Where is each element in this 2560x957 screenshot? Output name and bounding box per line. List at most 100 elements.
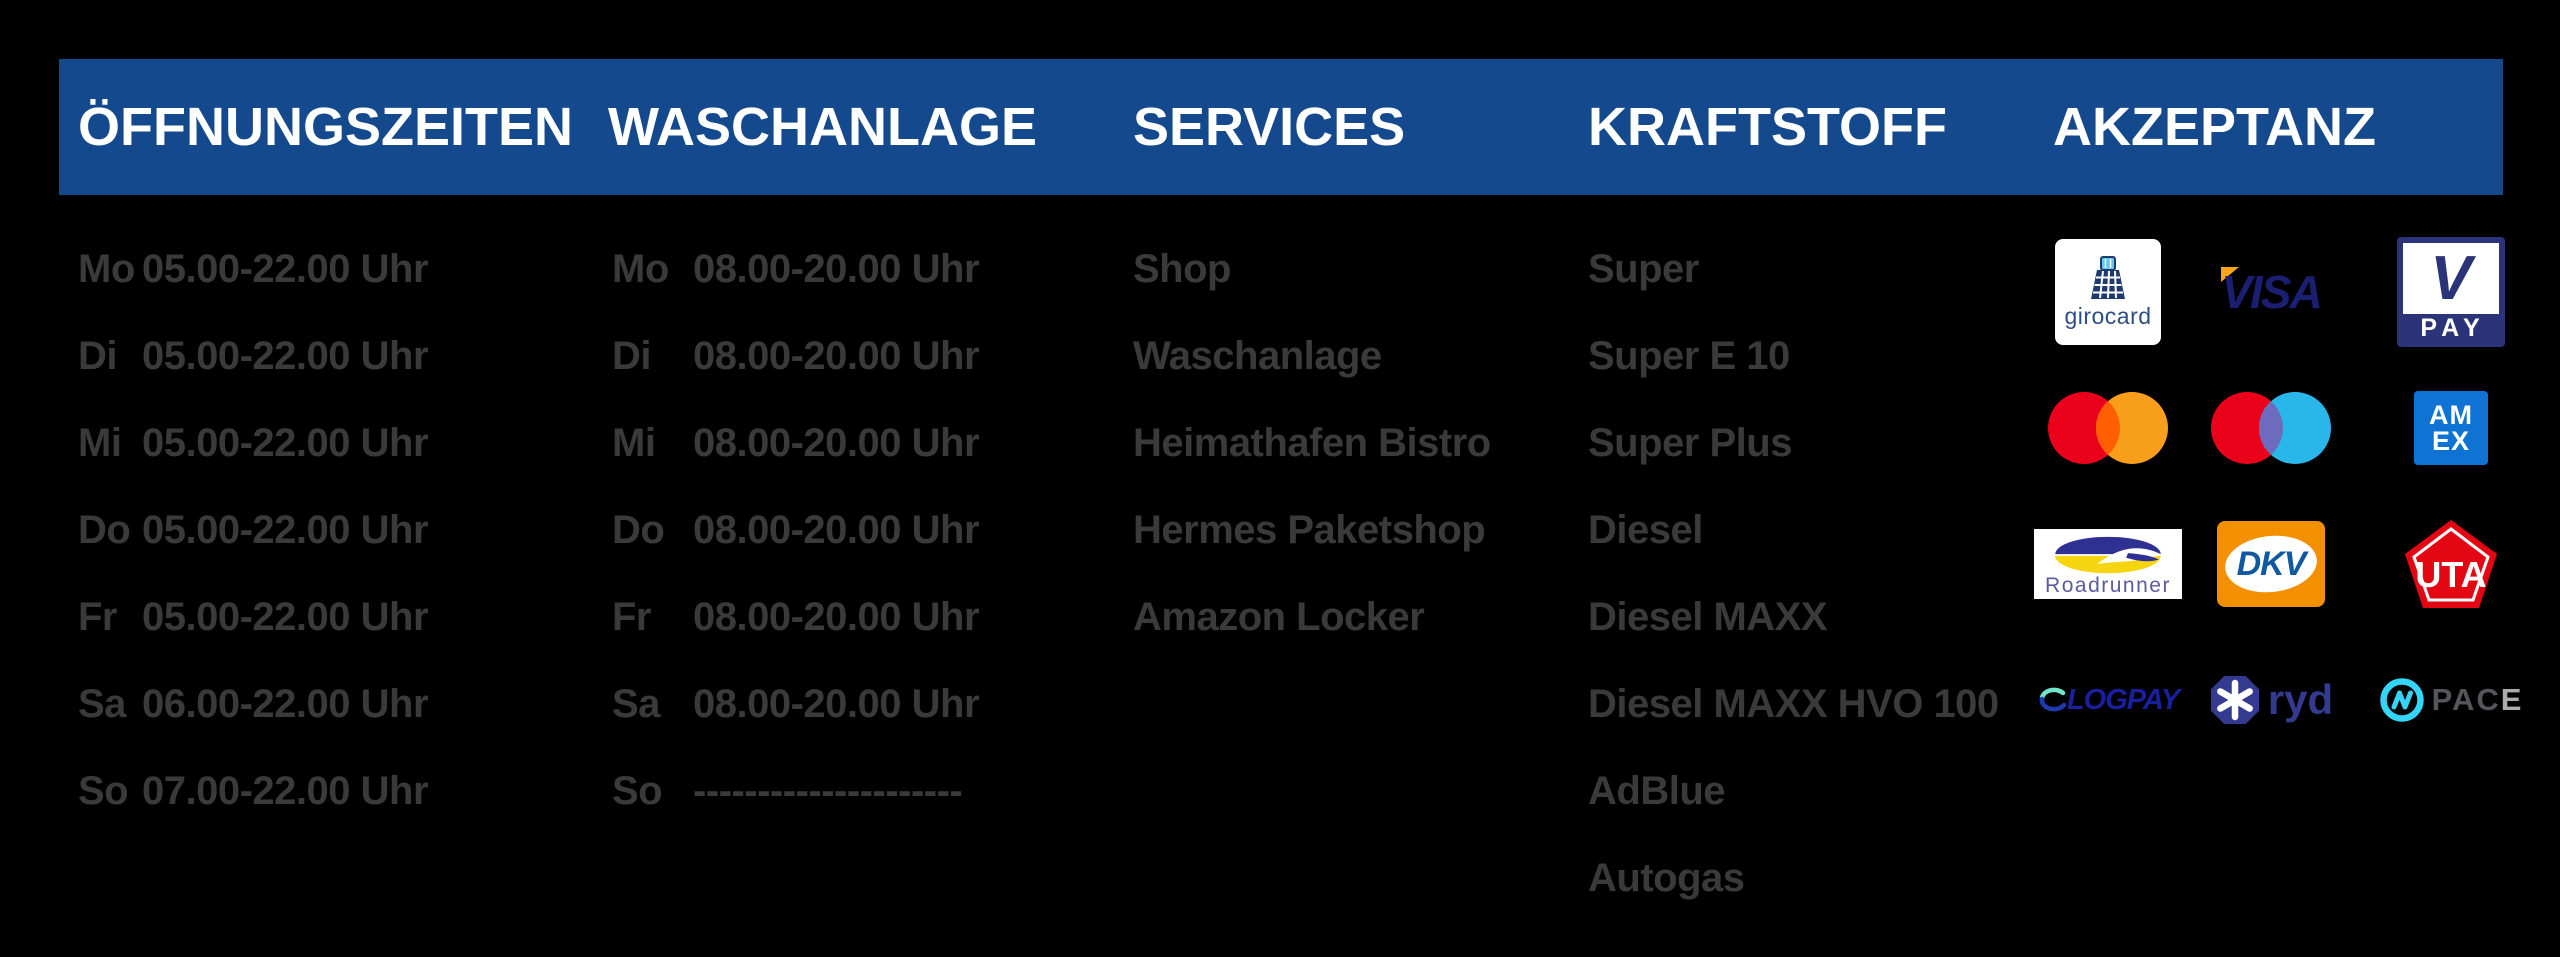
opening-hours-row: So 07.00-22.00 Uhr xyxy=(78,748,429,835)
service-item: Heimathafen Bistro xyxy=(1133,421,1491,465)
car-wash-row: Fr 08.00-20.00 Uhr xyxy=(612,574,980,661)
header-bar: ÖFFNUNGSZEITEN WASCHANLAGE SERVICES KRAF… xyxy=(59,59,2503,195)
opening-hours-row: Mo 05.00-22.00 Uhr xyxy=(78,226,429,313)
roadrunner-box: Roadrunner xyxy=(2034,529,2182,599)
logpay-swoosh-icon xyxy=(2039,687,2067,712)
roadrunner-logo: Roadrunner xyxy=(2030,496,2186,632)
maestro-circles-icon xyxy=(2211,392,2331,464)
day-label: Mi xyxy=(78,421,122,465)
service-item: Waschanlage xyxy=(1133,334,1382,378)
maestro-logo xyxy=(2193,360,2349,496)
time-value: 08.00-20.00 Uhr xyxy=(693,508,980,552)
day-label: Mi xyxy=(612,421,656,465)
roadrunner-bird-icon xyxy=(2055,536,2161,574)
column-title-opening-hours: ÖFFNUNGSZEITEN xyxy=(78,97,573,157)
service-item: Shop xyxy=(1133,247,1231,291)
mastercard-circles-icon xyxy=(2048,392,2168,464)
opening-hours-row: Mi 05.00-22.00 Uhr xyxy=(78,400,429,487)
fuel-item: Super xyxy=(1588,247,1699,291)
column-title-car-wash: WASCHANLAGE xyxy=(608,97,1037,157)
column-title-acceptance: AKZEPTANZ xyxy=(2053,97,2376,157)
car-wash-hours-list: Mo 08.00-20.00 Uhr Di 08.00-20.00 Uhr Mi 08… xyxy=(612,226,980,835)
pace-label: PACE xyxy=(2432,682,2524,718)
time-value: 08.00-20.00 Uhr xyxy=(693,682,980,726)
visa-wordmark: VISA xyxy=(2221,265,2323,319)
girocard-box: girocard xyxy=(2055,239,2161,345)
time-value: 07.00-22.00 Uhr xyxy=(142,769,429,813)
time-value dashes: --------------------- xyxy=(693,769,963,813)
ryd-label: ryd xyxy=(2267,676,2334,723)
vpay-pay-band: PAY xyxy=(2403,314,2499,343)
day-label: So xyxy=(78,769,129,813)
visa-logo: VISA xyxy=(2193,224,2349,360)
opening-hours-row: Fr 05.00-22.00 Uhr xyxy=(78,574,429,661)
column-title-services: SERVICES xyxy=(1133,97,1406,157)
girocard-label: girocard xyxy=(2064,302,2152,329)
amex-line2: EX xyxy=(2431,426,2471,456)
car-wash-row: Sa 08.00-20.00 Uhr xyxy=(612,661,980,748)
amex-square-icon: AM EX xyxy=(2414,391,2488,465)
day-label: Sa xyxy=(612,682,660,726)
opening-hours-row: Sa 06.00-22.00 Uhr xyxy=(78,661,429,748)
pace-ring-icon xyxy=(2379,678,2424,722)
visa-flick-icon xyxy=(2221,267,2240,282)
car-wash-row: Do 08.00-20.00 Uhr xyxy=(612,487,980,574)
logpay-wordmark: LOGPAY xyxy=(2037,683,2180,717)
day-label: Do xyxy=(78,508,131,552)
service-item: Amazon Locker xyxy=(1133,595,1425,639)
fuel-item: AdBlue xyxy=(1588,769,1725,813)
time-value: 06.00-22.00 Uhr xyxy=(142,682,429,726)
car-wash-row: Mo 08.00-20.00 Uhr xyxy=(612,226,980,313)
uta-pentagon-icon: UTA xyxy=(2405,520,2497,608)
fuel-item: Diesel xyxy=(1588,508,1703,552)
dkv-ellipse-icon: DKV xyxy=(2217,521,2325,607)
day-label: Mo xyxy=(78,247,135,291)
time-value: 08.00-20.00 Uhr xyxy=(693,334,980,378)
pace-label-last: E xyxy=(2500,682,2524,717)
vpay-card-icon: V PAY xyxy=(2397,237,2505,347)
ryd-wordmark: ryd xyxy=(2209,674,2333,726)
car-wash-row: Mi 08.00-20.00 Uhr xyxy=(612,400,980,487)
logpay-logo: LOGPAY xyxy=(2030,632,2186,768)
services-list: Shop Waschanlage Heimathafen Bistro Herm… xyxy=(1133,226,1491,661)
time-value: 05.00-22.00 Uhr xyxy=(142,595,429,639)
fuel-list: Super Super E 10 Super Plus Diesel Diese… xyxy=(1588,226,1999,922)
opening-hours-row: Di 05.00-22.00 Uhr xyxy=(78,313,429,400)
car-wash-row: Di 08.00-20.00 Uhr xyxy=(612,313,980,400)
column-title-fuel: KRAFTSTOFF xyxy=(1588,97,1947,157)
mastercard-logo xyxy=(2030,360,2186,496)
pace-logo: PACE xyxy=(2373,632,2529,768)
fuel-item: Diesel MAXX HVO 100 xyxy=(1588,682,1999,726)
visa-label: VISA xyxy=(2221,266,2322,318)
ryd-logo: ryd xyxy=(2193,632,2349,768)
day-label: Sa xyxy=(78,682,126,726)
day-label: Fr xyxy=(612,595,652,639)
time-value: 08.00-20.00 Uhr xyxy=(693,247,980,291)
roadrunner-label: Roadrunner xyxy=(2045,574,2171,597)
dkv-label: DKV xyxy=(2236,544,2307,583)
time-value: 08.00-20.00 Uhr xyxy=(693,421,980,465)
fuel-item: Super E 10 xyxy=(1588,334,1790,378)
fuel-item: Autogas xyxy=(1588,856,1745,900)
dkv-logo: DKV xyxy=(2193,496,2349,632)
time-value: 05.00-22.00 Uhr xyxy=(142,421,429,465)
ryd-octagon-icon xyxy=(2210,676,2259,724)
day-label: Do xyxy=(612,508,665,552)
logpay-label: LOGPAY xyxy=(2066,683,2180,716)
girocard-logo: girocard xyxy=(2030,224,2186,360)
fuel-item: Diesel MAXX xyxy=(1588,595,1828,639)
opening-hours-row: Do 05.00-22.00 Uhr xyxy=(78,487,429,574)
day-label: Di xyxy=(612,334,652,378)
day-label: So xyxy=(612,769,663,813)
pace-label-main: PAC xyxy=(2431,682,2501,717)
car-wash-row: So --------------------- xyxy=(612,748,979,835)
time-value: 05.00-22.00 Uhr xyxy=(142,247,429,291)
opening-hours-list: Mo 05.00-22.00 Uhr Di 05.00-22.00 Uhr Mi 05… xyxy=(78,226,429,835)
time-value: 05.00-22.00 Uhr xyxy=(142,334,429,378)
amex-logo: AM EX xyxy=(2373,360,2529,496)
amex-line1: AM xyxy=(2429,400,2473,430)
svg-text:UTA: UTA xyxy=(2415,554,2486,595)
fuel-item: Super Plus xyxy=(1588,421,1792,465)
pace-wordmark: PACE xyxy=(2379,677,2524,723)
